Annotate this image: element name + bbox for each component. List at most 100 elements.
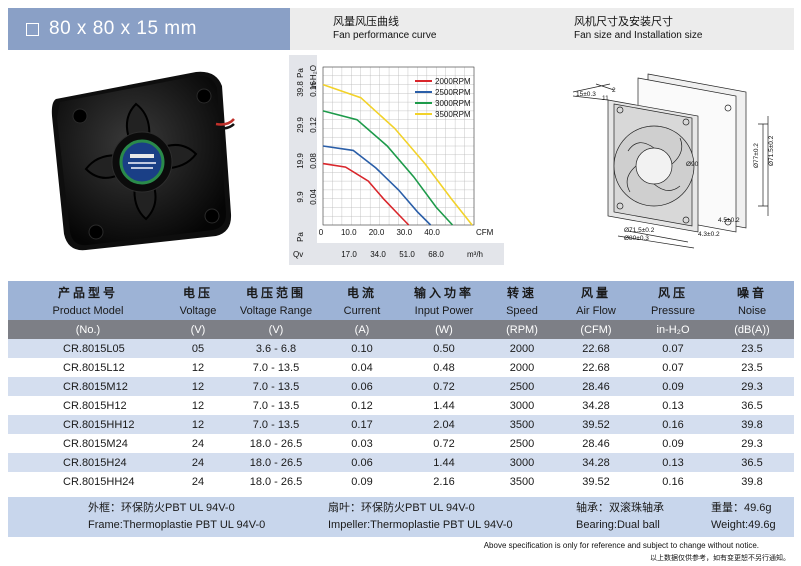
col-model-cn: 产品型号	[8, 281, 168, 301]
cell-noise: 36.5	[710, 396, 794, 415]
cell-model: CR.8015M24	[8, 434, 168, 453]
legend-label: 3000RPM	[435, 99, 471, 108]
checkbox-square-icon	[26, 22, 39, 36]
weight-spec: 重量：49.6g Weight:49.6g	[711, 500, 776, 534]
cell-airflow: 34.28	[556, 396, 636, 415]
unit-power: (W)	[400, 320, 488, 339]
cell-speed: 2000	[488, 358, 556, 377]
col-airflow-en: Air Flow	[556, 301, 636, 320]
dim-impeller-dia: Ø90	[686, 161, 699, 168]
dim-2: 2	[612, 87, 616, 94]
frame-spec: 外框：环保防火PBT UL 94V-0 Frame:Thermoplastie …	[88, 500, 265, 534]
weight-cn: 重量：49.6g	[711, 502, 772, 514]
y-axis-label-left-bottom: Pa	[296, 232, 305, 242]
fan-product-photo	[51, 71, 235, 251]
unit-airflow: (CFM)	[556, 320, 636, 339]
fan-performance-chart: 0 10.0 20.0 30.0 40.0 CFM Qv 17.0 34.0 51.0 68.0 m³…	[289, 55, 504, 265]
frame-cn: 外框：环保防火PBT UL 94V-0	[88, 502, 235, 514]
cell-voltage: 12	[168, 396, 228, 415]
y-tick-label-pa: 19.9	[296, 153, 305, 169]
table-header-cn: 产品型号 电压 电压范围 电流 输入功率 转速 风量 风压 噪音	[8, 281, 794, 301]
col-airflow-cn: 风量	[556, 281, 636, 301]
dim-hole-offset: 4.3±0.2	[698, 231, 720, 238]
x-tick-label: 10.0	[341, 228, 357, 237]
cell-model: CR.8015HH12	[8, 415, 168, 434]
cell-airflow: 39.52	[556, 415, 636, 434]
series-line	[322, 110, 454, 226]
x2-axis-prefix: Qv	[293, 250, 303, 259]
col-power-en: Input Power	[400, 301, 488, 320]
dim-hole-pitch: Ø71.5±0.2	[624, 227, 655, 234]
cell-speed: 2500	[488, 434, 556, 453]
x-tick-label: 30.0	[396, 228, 412, 237]
cell-noise: 29.3	[710, 434, 794, 453]
fan-dimension-drawing: 15±0.3 2 11 Ø90 Ø71.5±0.2 Ø80±0.3 Ø71.5±…	[572, 73, 775, 249]
cell-pressure: 0.13	[636, 453, 710, 472]
x-tick-label: 20.0	[369, 228, 385, 237]
cell-model: CR.8015L05	[8, 339, 168, 358]
series-line	[322, 162, 410, 226]
table-row: CR.8015L12 12 7.0 - 13.5 0.04 0.48 2000 22.68 0…	[8, 358, 794, 377]
frame-en: Frame:Thermoplastie PBT UL 94V-0	[88, 519, 266, 531]
col-model-en: Product Model	[8, 301, 168, 320]
cell-pressure: 0.09	[636, 377, 710, 396]
legend-label: 3500RPM	[435, 110, 471, 119]
cell-power: 1.44	[400, 453, 488, 472]
size-title-block: 80 x 80 x 15 mm	[8, 8, 290, 50]
series-line	[322, 83, 473, 226]
cell-airflow: 28.46	[556, 434, 636, 453]
cell-pressure: 0.13	[636, 396, 710, 415]
bearing-spec: 轴承：双滚珠轴承 Bearing:Dual ball	[576, 500, 664, 534]
cell-airflow: 39.52	[556, 472, 636, 491]
table-row: CR.8015HH24 24 18.0 - 26.5 0.09 2.16 3500 39.5…	[8, 472, 794, 491]
bearing-en: Bearing:Dual ball	[576, 519, 660, 531]
cell-model: CR.8015H12	[8, 396, 168, 415]
unit-current: (A)	[324, 320, 400, 339]
cell-range: 18.0 - 26.5	[228, 434, 324, 453]
cell-voltage: 24	[168, 472, 228, 491]
cell-noise: 29.3	[710, 377, 794, 396]
cell-current: 0.10	[324, 339, 400, 358]
unit-voltage: (V)	[168, 320, 228, 339]
cell-airflow: 22.68	[556, 339, 636, 358]
y-tick-label-pa: 9.9	[296, 191, 305, 203]
cell-pressure: 0.16	[636, 472, 710, 491]
col-range-cn: 电压范围	[228, 281, 324, 301]
cell-pressure: 0.16	[636, 415, 710, 434]
size-section-heading: 风机尺寸及安装尺寸 Fan size and Installation size	[574, 16, 702, 42]
y-tick-label-h2o: 0.08	[309, 153, 318, 169]
cell-current: 0.12	[324, 396, 400, 415]
y-axis-label-right: in-H₂O	[309, 65, 318, 89]
col-range-en: Voltage Range	[228, 301, 324, 320]
col-noise-cn: 噪音	[710, 281, 794, 301]
spec-table: 产品型号 电压 电压范围 电流 输入功率 转速 风量 风压 噪音 Product…	[8, 281, 794, 491]
table-row: CR.8015M24 24 18.0 - 26.5 0.03 0.72 2500 28.46…	[8, 434, 794, 453]
legend-label: 2000RPM	[435, 77, 471, 86]
cell-speed: 3500	[488, 415, 556, 434]
cell-pressure: 0.07	[636, 339, 710, 358]
cell-voltage: 12	[168, 415, 228, 434]
col-voltage-en: Voltage	[168, 301, 228, 320]
cell-voltage: 05	[168, 339, 228, 358]
y-axis-label-left: Pa	[296, 68, 305, 78]
cell-current: 0.06	[324, 377, 400, 396]
dim-frame-width: Ø80±0.3	[624, 235, 649, 242]
series-line	[322, 145, 432, 226]
cell-model: CR.8015HH24	[8, 472, 168, 491]
cell-voltage: 24	[168, 434, 228, 453]
dim-hole-pitch-v: Ø71.5±0.2	[768, 135, 775, 166]
disclaimer-en: Above specification is only for referenc…	[483, 541, 759, 550]
legend-label: 2500RPM	[435, 88, 471, 97]
cell-speed: 3000	[488, 453, 556, 472]
cell-voltage: 12	[168, 358, 228, 377]
impeller-en: Impeller:Thermoplastie PBT UL 94V-0	[328, 519, 513, 531]
cell-power: 0.50	[400, 339, 488, 358]
cell-current: 0.17	[324, 415, 400, 434]
cell-power: 0.48	[400, 358, 488, 377]
cell-noise: 23.5	[710, 358, 794, 377]
cell-speed: 3000	[488, 396, 556, 415]
cell-voltage: 24	[168, 453, 228, 472]
x2-tick-label: 68.0	[428, 250, 444, 259]
cell-voltage: 12	[168, 377, 228, 396]
table-row: CR.8015H24 24 18.0 - 26.5 0.06 1.44 3000 34.28…	[8, 453, 794, 472]
